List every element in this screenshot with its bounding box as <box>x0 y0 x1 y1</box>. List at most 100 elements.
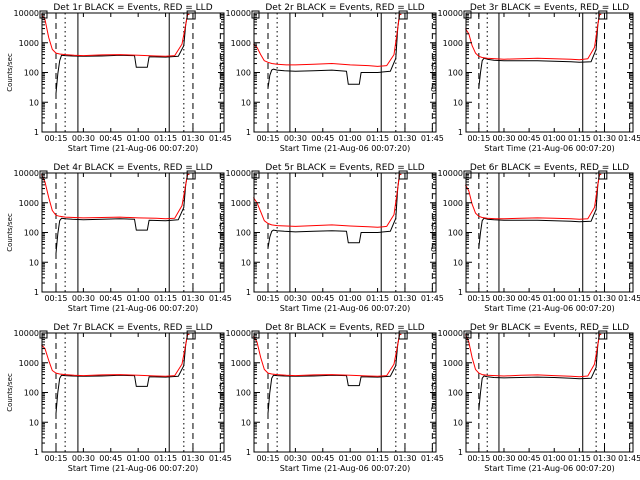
x-axis-label: Start Time (21-Aug-06 00:07:20) <box>484 144 615 153</box>
y-tick-label: 1000 <box>19 39 39 48</box>
x-tick-label: 01:15 <box>568 134 591 143</box>
y-axis-label: Counts/sec <box>6 373 14 412</box>
x-tick-label: 00:45 <box>311 454 334 463</box>
lld-line <box>464 333 602 378</box>
x-tick-label: 01:30 <box>393 454 416 463</box>
y-tick-label: 1000 <box>231 199 251 208</box>
x-tick-label: 01:30 <box>181 294 204 303</box>
x-tick-label: 00:45 <box>99 134 122 143</box>
x-tick-label: 00:30 <box>72 454 95 463</box>
y-tick-label: 10000 <box>14 169 39 178</box>
x-tick-label: 00:45 <box>518 294 541 303</box>
x-tick-label: 00:45 <box>518 134 541 143</box>
x-tick-label: 00:30 <box>284 134 307 143</box>
y-tick-label: 1000 <box>231 39 251 48</box>
x-axis-label: Start Time (21-Aug-06 00:07:20) <box>280 144 411 153</box>
lld-line <box>252 173 402 228</box>
y-tick-label: 100 <box>24 229 39 238</box>
x-tick-label: 00:15 <box>44 134 67 143</box>
lld-line <box>41 333 190 377</box>
y-tick-label: 1 <box>34 288 39 297</box>
plot-frame <box>41 332 225 453</box>
y-axis-label: Counts/sec <box>430 373 438 412</box>
y-tick-label: 10 <box>241 98 251 107</box>
y-tick-label: 10000 <box>226 9 251 18</box>
y-tick-label: 1 <box>458 288 463 297</box>
x-tick-label: 00:15 <box>467 134 490 143</box>
x-axis-label: Start Time (21-Aug-06 00:07:20) <box>68 144 199 153</box>
x-tick-label: 01:45 <box>421 134 444 143</box>
x-tick-label: 01:30 <box>593 134 616 143</box>
x-tick-label: 01:45 <box>209 134 232 143</box>
x-tick-label: 00:30 <box>284 294 307 303</box>
y-axis-label: Counts/sec <box>430 213 438 252</box>
y-tick-label: 10 <box>241 418 251 427</box>
y-tick-label: 1 <box>458 448 463 457</box>
legend-marker <box>186 330 196 340</box>
y-tick-label: 10000 <box>438 169 463 178</box>
x-tick-label: 01:00 <box>127 294 150 303</box>
x-tick-label: 01:15 <box>366 294 389 303</box>
y-tick-label: 100 <box>448 69 463 78</box>
plot-frame <box>253 332 437 453</box>
x-tick-label: 01:30 <box>181 134 204 143</box>
y-tick-label: 10 <box>29 98 39 107</box>
y-tick-label: 1 <box>34 128 39 137</box>
lld-line <box>253 13 402 67</box>
y-tick-label: 10000 <box>14 9 39 18</box>
y-axis-label: Counts/sec <box>218 373 226 412</box>
y-axis-label: Counts/sec <box>430 53 438 92</box>
legend-marker <box>398 330 408 340</box>
y-tick-label: 100 <box>24 69 39 78</box>
x-tick-label: 01:30 <box>393 294 416 303</box>
legend-marker <box>598 170 608 180</box>
y-axis-label: Counts/sec <box>218 53 226 92</box>
x-axis-label: Start Time (21-Aug-06 00:07:20) <box>280 464 411 473</box>
x-tick-label: 00:30 <box>72 294 95 303</box>
y-tick-label: 1 <box>458 128 463 137</box>
x-tick-label: 00:30 <box>72 134 95 143</box>
x-tick-label: 00:45 <box>311 294 334 303</box>
x-tick-label: 01:00 <box>543 454 566 463</box>
detector-panel: 00:15 00:30 00:45 01:00 01:15 01:30 01:4511010… <box>218 163 444 313</box>
x-tick-label: 00:45 <box>518 454 541 463</box>
x-tick-label: 01:15 <box>366 134 389 143</box>
y-tick-label: 1 <box>246 128 251 137</box>
y-tick-label: 1000 <box>443 199 463 208</box>
y-tick-label: 10000 <box>438 9 463 18</box>
x-tick-label: 00:15 <box>467 454 490 463</box>
events-line <box>267 173 402 249</box>
x-axis-label: Start Time (21-Aug-06 00:07:20) <box>484 304 615 313</box>
plot-frame <box>253 172 437 293</box>
lld-line <box>464 173 602 220</box>
x-tick-label: 01:45 <box>618 454 640 463</box>
y-axis-label: Counts/sec <box>6 53 14 92</box>
y-axis-label: Counts/sec <box>6 213 14 252</box>
x-tick-label: 00:30 <box>284 454 307 463</box>
y-tick-label: 10 <box>453 258 463 267</box>
x-tick-label: 01:30 <box>593 294 616 303</box>
x-tick-label: 01:15 <box>154 294 177 303</box>
chart-title: Det 9r BLACK = Events, RED = LLD <box>470 323 629 333</box>
legend-marker <box>186 170 196 180</box>
lld-line <box>40 173 190 220</box>
x-tick-label: 00:30 <box>492 454 515 463</box>
x-tick-label: 00:45 <box>311 134 334 143</box>
x-tick-label: 01:15 <box>154 454 177 463</box>
y-tick-label: 10 <box>453 98 463 107</box>
detector-panel: 00:15 00:30 00:45 01:00 01:15 01:30 01:4511010… <box>430 323 640 473</box>
x-tick-label: 01:30 <box>393 134 416 143</box>
chart-title: Det 2r BLACK = Events, RED = LLD <box>265 3 424 13</box>
detector-panel: 00:15 00:30 00:45 01:00 01:15 01:30 01:4511010… <box>430 163 640 313</box>
detector-panel: 00:15 00:30 00:45 01:00 01:15 01:30 01:4511010… <box>6 3 232 153</box>
y-tick-label: 10 <box>453 418 463 427</box>
x-tick-label: 00:15 <box>256 294 279 303</box>
y-tick-label: 10 <box>29 258 39 267</box>
x-tick-label: 00:15 <box>256 454 279 463</box>
chart-title: Det 8r BLACK = Events, RED = LLD <box>265 323 424 333</box>
legend-marker <box>598 330 608 340</box>
y-tick-label: 10 <box>241 258 251 267</box>
events-line <box>478 173 602 249</box>
x-tick-label: 01:00 <box>543 294 566 303</box>
